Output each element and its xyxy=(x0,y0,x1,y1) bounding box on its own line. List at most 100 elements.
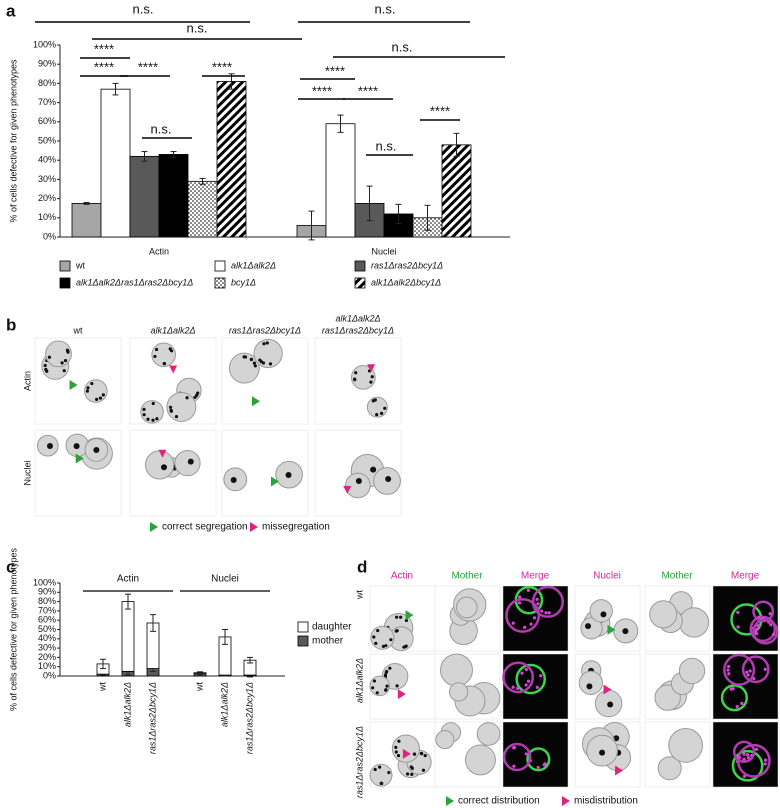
cell-spot xyxy=(536,765,540,770)
cell-spot xyxy=(731,687,735,691)
cell-spot xyxy=(526,679,531,683)
x-tick-label: Nuclei xyxy=(371,246,396,256)
legend-swatch xyxy=(59,277,71,289)
cell-spot xyxy=(381,644,385,648)
cell-spot xyxy=(370,375,374,379)
y-tick-label: 10% xyxy=(38,661,56,671)
cell-spot xyxy=(757,615,761,619)
y-tick-label: 60% xyxy=(38,116,56,126)
cell-spot xyxy=(535,597,539,601)
column-label: alk1Δalk2Δ xyxy=(335,313,380,323)
cell-spot xyxy=(354,371,358,375)
micrograph xyxy=(502,721,569,788)
significance-label: n.s. xyxy=(375,1,396,16)
cell xyxy=(144,450,175,480)
cell-spot xyxy=(622,628,629,635)
cell-spot xyxy=(547,611,551,615)
cell-spot xyxy=(763,762,767,766)
cell xyxy=(580,617,603,640)
cell-spot xyxy=(600,611,607,618)
cell-spot xyxy=(420,751,424,756)
cell-spot xyxy=(268,362,273,366)
cell-spot xyxy=(599,749,606,756)
cell-spot xyxy=(395,629,399,633)
cell-spot xyxy=(757,624,761,628)
cell-spot xyxy=(146,417,150,421)
arrowhead xyxy=(367,364,376,373)
cell-spot xyxy=(397,739,401,743)
cell-spot xyxy=(532,616,537,620)
legend-label: wt xyxy=(75,260,85,270)
cell-spot xyxy=(169,408,173,412)
legend-label: misdistribution xyxy=(574,796,638,807)
legend-label: correct segregation xyxy=(162,522,248,533)
cell-spot xyxy=(373,767,377,772)
significance-label: n.s. xyxy=(151,121,172,136)
significance-label: **** xyxy=(94,59,114,74)
cell xyxy=(752,618,779,645)
cell-spot xyxy=(406,772,410,776)
y-tick-label: 0% xyxy=(43,670,56,680)
significance-label: n.s. xyxy=(187,20,208,35)
cell-spot xyxy=(399,615,403,619)
legend-swatch xyxy=(354,277,366,289)
cell-spot xyxy=(421,768,426,772)
cell-spot xyxy=(737,755,741,760)
bar xyxy=(187,180,218,238)
cell-spot xyxy=(536,602,540,606)
significance-label: n.s. xyxy=(376,138,397,153)
cell-spot xyxy=(524,683,528,687)
cell-spot xyxy=(395,615,399,619)
arrowhead xyxy=(69,380,78,391)
significance-label: **** xyxy=(312,83,332,98)
cell xyxy=(456,596,478,619)
cell-spot xyxy=(375,691,379,695)
cell-spot xyxy=(736,610,740,614)
column-label: Nuclei xyxy=(593,571,621,582)
cell-spot xyxy=(524,667,528,672)
cell-spot xyxy=(43,363,47,368)
arrowhead xyxy=(562,796,570,806)
significance-label: **** xyxy=(94,41,114,56)
legend-label: bcy1Δ xyxy=(231,277,256,287)
cell xyxy=(589,599,613,623)
cell-spot xyxy=(98,396,103,400)
cell xyxy=(45,340,72,368)
bar xyxy=(129,155,160,238)
cell-spot xyxy=(423,753,427,758)
cell-spot xyxy=(46,442,53,449)
arrowhead xyxy=(158,449,167,458)
y-tick-label: 20% xyxy=(38,193,56,203)
cell-spot xyxy=(539,674,543,678)
cell-spot xyxy=(385,684,389,688)
cell-spot xyxy=(745,753,750,757)
cell-spot xyxy=(768,612,772,616)
cell-spot xyxy=(379,781,384,785)
cell-spot xyxy=(252,361,256,365)
cell-spot xyxy=(45,369,49,373)
legend-label: alk1Δalk2Δras1Δras2Δbcy1Δ xyxy=(76,277,193,287)
column-label: Mother xyxy=(661,571,693,582)
panel-label: b xyxy=(6,315,16,334)
legend-label: alk1Δalk2Δbcy1Δ xyxy=(371,277,441,287)
cell-spot xyxy=(745,670,749,674)
cell-spot xyxy=(769,623,773,627)
cell xyxy=(531,585,564,618)
cell-spot xyxy=(746,756,751,760)
cell-spot xyxy=(523,625,527,629)
cell-spot xyxy=(86,386,90,390)
cell-spot xyxy=(85,389,89,393)
significance-label: **** xyxy=(358,83,378,98)
cell xyxy=(678,607,710,638)
cell-spot xyxy=(185,396,189,400)
cell-spot xyxy=(384,688,388,692)
column-label: Mother xyxy=(451,571,483,582)
cell-spot xyxy=(374,641,378,645)
arrowhead xyxy=(250,522,258,532)
cell xyxy=(435,730,455,750)
cell-spot xyxy=(755,631,759,636)
cell xyxy=(732,740,756,763)
column-label: Merge xyxy=(731,571,760,582)
cell-spot xyxy=(748,669,752,673)
cell-spot xyxy=(385,475,392,482)
